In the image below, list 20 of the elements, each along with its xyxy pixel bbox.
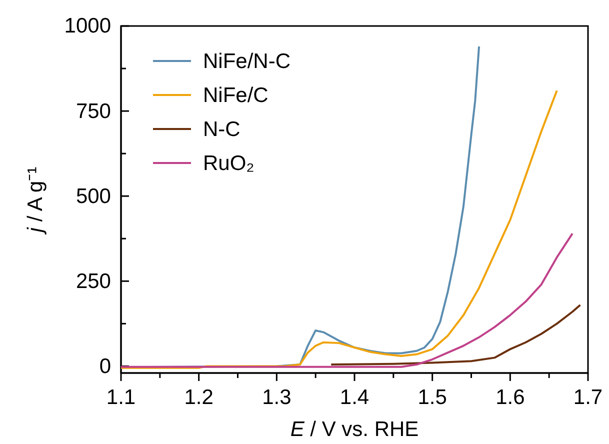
y-tick-label: 250: [76, 270, 111, 293]
x-tick-label: 1.1: [106, 386, 136, 409]
y-tick-label: 500: [76, 184, 111, 208]
x-tick-label: 1.6: [496, 386, 525, 409]
legend-label: N-C: [203, 118, 240, 141]
line-series: [120, 232, 574, 368]
y-tick-label: 750: [76, 100, 111, 123]
y-axis-title: j / A g⁻¹: [24, 166, 47, 236]
x-tick-label: 1.4: [340, 386, 370, 409]
x-tick-label: 1.3: [262, 386, 292, 409]
x-tick-label: 1.2: [184, 386, 214, 409]
x-axis-title: E / V vs. RHE: [290, 418, 419, 441]
y-tick-label: 1000: [64, 14, 111, 38]
legend-label: RuO₂: [203, 152, 254, 175]
y-tick-label: 0: [99, 354, 111, 378]
x-tick-label: 1.5: [418, 386, 447, 409]
legend-label: NiFe/N-C: [203, 50, 290, 73]
line-series: [330, 304, 582, 366]
x-tick-label: 1.7: [573, 386, 603, 409]
legend-label: NiFe/C: [203, 84, 268, 107]
